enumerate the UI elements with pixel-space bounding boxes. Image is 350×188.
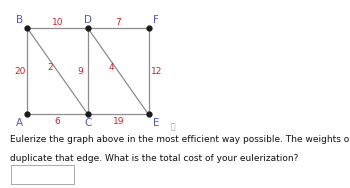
Text: A: A — [16, 118, 23, 128]
Text: E: E — [153, 118, 160, 128]
Text: D: D — [84, 15, 92, 25]
Text: duplicate that edge. What is the total cost of your eulerization?: duplicate that edge. What is the total c… — [10, 154, 299, 163]
Text: 20: 20 — [14, 67, 25, 76]
Text: Eulerize the graph above in the most efficient way possible. The weights on the : Eulerize the graph above in the most eff… — [10, 135, 350, 144]
Text: 2: 2 — [48, 63, 53, 72]
Text: 10: 10 — [52, 18, 63, 27]
Text: 9: 9 — [77, 67, 83, 76]
Text: C: C — [84, 118, 92, 128]
Text: 7: 7 — [116, 18, 121, 27]
Text: 6: 6 — [55, 117, 61, 126]
Text: 12: 12 — [151, 67, 162, 76]
Text: B: B — [16, 15, 23, 25]
Text: F: F — [153, 15, 159, 25]
Text: 19: 19 — [112, 117, 124, 126]
Text: 🔍: 🔍 — [171, 122, 176, 131]
Text: 4: 4 — [108, 63, 114, 72]
